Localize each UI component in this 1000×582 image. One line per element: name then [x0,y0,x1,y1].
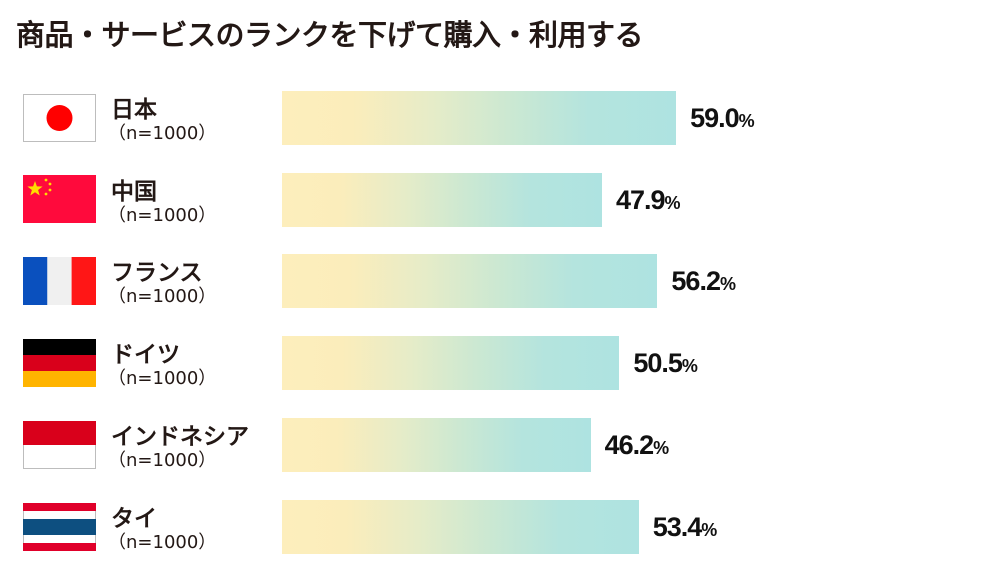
value-label: 50.5% [633,348,698,379]
value-number: 46.2 [604,430,655,460]
france-flag-icon [23,257,96,305]
country-name: タイ [111,506,157,532]
sample-size-label: （n=1000） [108,532,217,553]
value-unit: % [681,356,698,376]
china-flag-icon [23,175,96,223]
chart-row-germany: ドイツ （n=1000） 50.5% [0,336,1000,418]
germany-flag-icon [23,339,96,387]
country-name: 中国 [111,179,157,205]
bar [282,500,639,554]
sample-size-label: （n=1000） [108,123,217,144]
chart-row-china: 中国 （n=1000） 47.9% [0,173,1000,255]
bar [282,91,677,145]
bar [282,173,602,227]
country-name: インドネシア [111,424,249,450]
value-label: 56.2% [671,266,736,297]
value-number: 47.9 [615,185,666,215]
country-name: フランス [111,260,203,286]
chart-row-thailand: タイ （n=1000） 53.4% [0,500,1000,582]
value-label: 53.4% [653,512,718,543]
value-number: 53.4 [652,512,703,542]
indonesia-flag-icon [23,421,96,469]
value-unit: % [701,520,718,540]
japan-flag-icon [23,94,96,142]
chart-title: 商品・サービスのランクを下げて購入・利用する [16,18,644,52]
value-number: 59.0 [690,103,740,133]
thailand-flag-icon [23,503,96,551]
bar [282,254,658,308]
value-unit: % [738,111,755,131]
value-label: 59.0% [690,103,755,134]
bar [282,418,591,472]
value-unit: % [653,438,670,458]
chart-row-france: フランス （n=1000） 56.2% [0,254,1000,336]
value-unit: % [719,274,736,294]
bar [282,336,620,390]
value-label: 47.9% [616,185,681,216]
sample-size-label: （n=1000） [108,368,217,389]
country-name: 日本 [111,97,157,123]
sample-size-label: （n=1000） [108,205,217,226]
value-number: 50.5 [633,348,683,378]
chart-row-indonesia: インドネシア （n=1000） 46.2% [0,418,1000,500]
sample-size-label: （n=1000） [108,286,217,307]
country-name: ドイツ [111,342,180,368]
chart-row-japan: 日本 （n=1000） 59.0% [0,91,1000,173]
value-number: 56.2 [671,266,721,296]
value-unit: % [664,193,681,213]
value-label: 46.2% [605,430,670,461]
sample-size-label: （n=1000） [108,450,217,471]
